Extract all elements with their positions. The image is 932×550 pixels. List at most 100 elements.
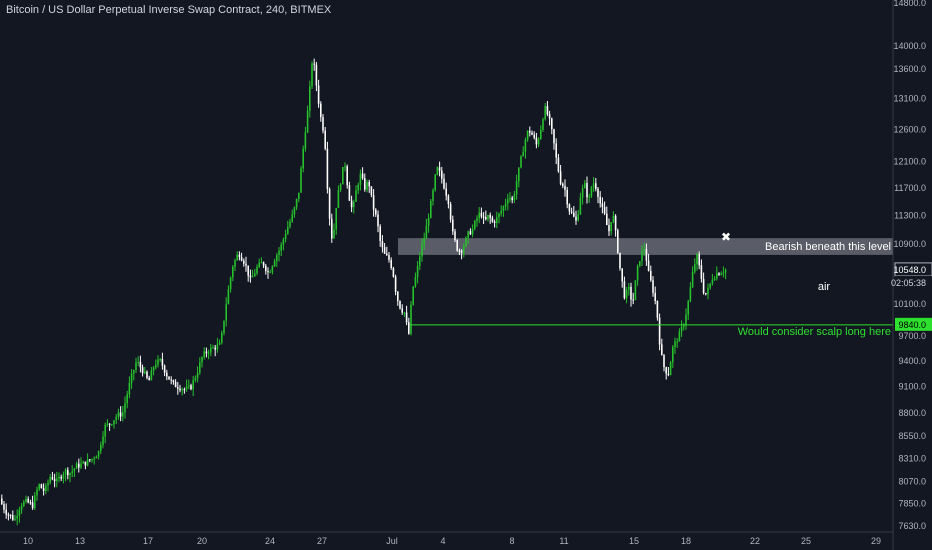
candle-up [674,341,676,347]
candle-up [260,262,263,264]
candle-up [590,187,593,197]
candle-up [97,451,100,457]
candle-up [634,280,637,300]
candle-down [78,463,80,468]
candle-up [64,469,67,475]
candle-down [326,148,329,190]
close-marker-icon: ✖ [721,230,731,244]
candle-down [460,250,463,253]
candle-down [533,134,535,138]
candle-up [80,463,82,468]
candle-down [650,270,652,281]
candle-down [654,292,656,301]
candle-up [280,244,282,251]
candle-up [344,166,346,168]
candle-up [636,266,639,281]
candle-up [500,210,502,214]
candle-up [463,246,465,253]
candle-up [295,199,298,208]
candle-down [566,189,568,205]
resistance-zone-layer [398,238,893,255]
candle-up [639,261,641,267]
candle-down [141,367,144,374]
price-tick-label: 8070.0 [898,477,926,487]
candle-down [399,300,401,309]
candle-down [529,130,531,133]
candle-down [322,117,324,131]
candle-up [287,226,289,235]
candle-down [249,275,252,278]
candle-up [232,266,234,278]
candle-down [531,132,533,135]
candle-up [359,173,362,185]
candle-up [425,225,428,239]
candle-up [159,359,161,361]
candle-down [480,212,483,217]
candle-down [331,218,333,239]
candle-up [289,221,291,227]
candle-down [390,259,392,269]
candle-down [702,278,705,293]
candle-up [403,312,406,314]
candle-down [665,367,667,374]
candle-down [608,225,610,232]
candle-up [18,509,21,517]
price-tick-label: 14800.0 [893,0,926,8]
candle-up [229,277,232,290]
candle-up [713,278,716,280]
candle-down [564,185,566,190]
candle-down [570,211,573,213]
candle-up [641,250,643,262]
price-tick-label: 11700.0 [894,183,926,193]
candle-down [5,509,7,515]
candle-up [75,463,78,469]
candle-up [537,138,540,145]
current-price-label: 10548.0 [893,265,926,275]
candle-up [122,412,124,417]
time-tick-label: 24 [265,536,275,546]
candle-down [614,215,617,231]
candle-up [436,167,439,175]
candle-up [256,267,258,274]
candle-up [58,476,60,479]
candle-down [364,178,366,190]
time-tick-label: 10 [23,536,33,546]
candle-up [300,168,302,193]
candle-up [467,231,469,238]
candle-up [293,207,296,215]
candle-up [416,266,419,278]
candle-up [91,458,93,461]
time-tick-label: 11 [559,536,568,546]
candle-up [271,266,274,273]
candle-down [601,203,604,207]
candle-up [421,244,423,257]
candle-up [581,188,584,198]
candle-up [135,362,137,371]
candle-up [513,194,516,201]
candle-up [117,412,120,417]
candle-up [691,271,694,288]
candle-down [386,253,388,256]
candle-down [247,265,249,276]
candle-up [515,181,518,195]
candle-down [383,247,386,254]
candle-up [104,424,106,437]
candle-down [573,212,575,217]
candle-down [557,157,560,172]
candle-up [278,250,280,256]
candle-up [284,234,287,240]
candle-up [419,256,421,267]
candle-up [157,359,159,365]
candle-up [337,190,340,209]
candle-up [201,357,203,363]
candle-up [542,119,544,130]
candle-down [168,376,170,380]
candle-down [89,459,91,461]
candle-down [408,322,410,334]
candle-up [465,237,467,247]
candle-up [282,239,285,245]
candle-down [67,469,69,476]
price-tick-label: 8800.0 [898,408,926,418]
candle-up [309,86,311,111]
